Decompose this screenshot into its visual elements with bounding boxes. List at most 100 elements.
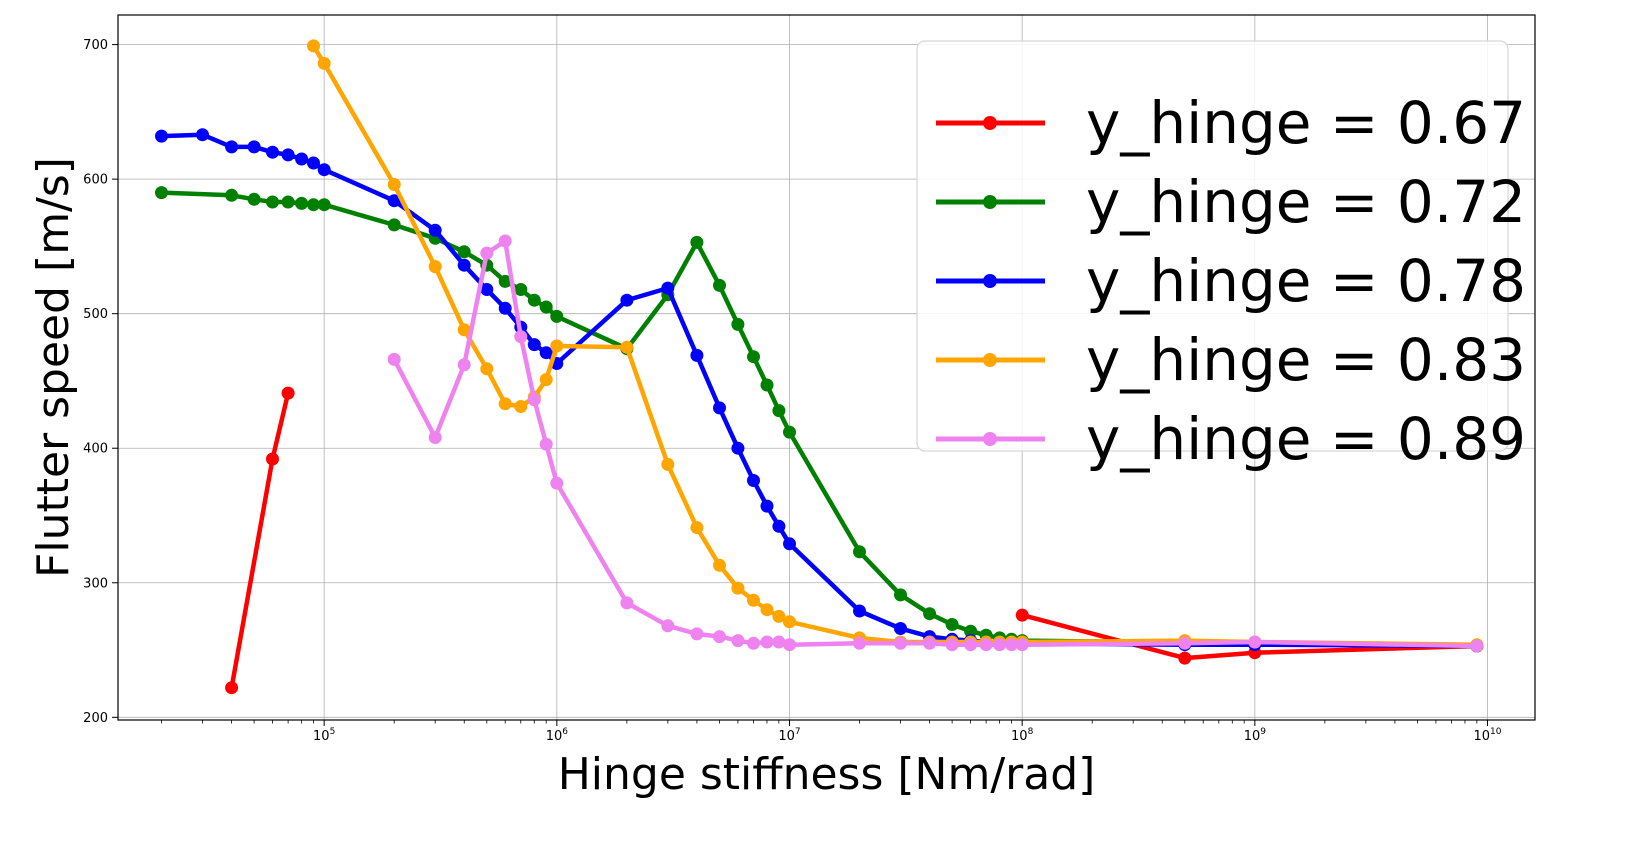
data-point [1178,651,1192,665]
legend-box [916,40,1509,452]
data-point [514,400,528,413]
data-point [428,223,442,237]
data-point [498,234,512,248]
legend-item: y_hinge = 0.78 [936,247,1526,315]
data-point [527,293,541,307]
data-point [387,218,401,232]
data-point [760,603,774,617]
data-point [731,634,745,648]
data-point [1005,638,1018,652]
data-point [853,545,866,559]
data-point [457,358,471,372]
y-tick-label: 600 [83,173,108,188]
data-point [225,140,239,154]
x-tick-label: 107 [778,727,800,744]
data-point [783,638,796,652]
data-point [690,627,704,641]
data-point [498,397,512,411]
data-point [661,619,675,633]
data-point [317,198,331,212]
data-point [498,301,512,315]
data-point [317,56,331,70]
legend: y_hinge = 0.67 y_hinge = 0.72 y_hinge = 0.… [916,40,1526,473]
data-point [772,609,786,623]
series-line [1019,612,1480,661]
data-point [539,437,553,451]
data-point [772,519,786,533]
legend-marker [983,116,997,130]
x-axis-ticks: 105 106 107 108 109 1010 [313,720,1502,744]
y-axis-ticks: 200 300 400 500 600 700 [83,38,118,726]
data-point [894,588,907,602]
data-point [428,431,442,444]
series-2 [155,186,1484,653]
data-point [747,474,760,487]
legend-label: y_hinge = 0.78 [1086,247,1526,315]
data-point [760,378,774,392]
data-point [747,350,760,364]
data-point [1248,635,1262,649]
series-5 [387,234,1484,653]
y-tick-label: 300 [83,576,108,591]
y-tick-label: 200 [83,711,108,726]
data-point [281,148,295,162]
y-tick-label: 400 [83,442,108,457]
data-point [1178,636,1192,650]
data-point [853,604,866,618]
data-point [457,323,471,337]
data-point [247,192,261,206]
data-point [550,309,564,323]
data-point [281,386,295,400]
data-point [690,521,704,535]
data-point [457,258,471,272]
data-point [1470,639,1484,653]
data-point [783,615,796,629]
legend-marker [983,432,997,446]
x-tick-label: 108 [1011,727,1034,744]
plot-area-frame [117,14,1536,721]
data-point [993,638,1007,652]
data-point [527,338,541,352]
x-tick-label: 109 [1244,727,1267,744]
data-point [387,352,401,366]
data-point [923,636,937,650]
y-tick-label: 500 [83,307,108,322]
data-point [480,246,494,260]
data-point [772,404,786,418]
data-point [266,195,279,209]
data-point [772,635,786,649]
legend-label: y_hinge = 0.83 [1086,326,1526,394]
data-point [457,245,471,259]
data-point [731,317,745,331]
data-point [661,457,675,471]
data-point [266,145,279,159]
data-point [713,401,726,415]
data-point [853,636,866,650]
legend-marker [983,195,997,209]
y-axis-label: Flutter speed [m/s] [28,157,79,578]
legend-item: y_hinge = 0.72 [936,168,1526,236]
data-point [196,128,209,142]
data-point [713,630,726,644]
legend-label: y_hinge = 0.72 [1086,168,1526,236]
data-point [281,195,295,209]
legend-label: y_hinge = 0.89 [1086,405,1526,473]
data-point [923,607,937,621]
data-point [295,152,309,166]
data-point [225,681,239,695]
data-point [266,452,279,466]
data-point [307,156,320,170]
data-point [247,140,261,154]
data-point [155,129,168,143]
x-tick-label: 1010 [1474,727,1502,744]
data-point [690,235,704,249]
data-point [550,339,564,353]
legend-item: y_hinge = 0.89 [936,405,1526,473]
data-point [480,283,494,296]
x-tick-label: 105 [313,727,335,744]
data-point [690,348,704,362]
data-point [713,558,726,572]
data-point [945,618,959,631]
data-point [539,300,553,314]
